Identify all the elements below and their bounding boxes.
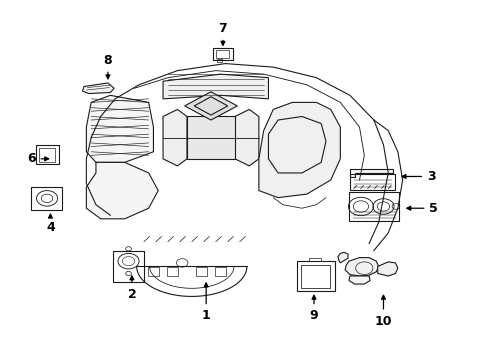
Bar [166,267,178,276]
Text: 3: 3 [401,170,435,183]
Bar [213,48,232,60]
Polygon shape [86,162,158,219]
Text: 2: 2 [127,276,136,301]
Text: 10: 10 [374,295,391,328]
Bar [31,187,62,210]
Bar [214,267,226,276]
Polygon shape [186,117,234,159]
Bar [348,192,399,221]
Text: 4: 4 [46,214,55,234]
Polygon shape [82,83,114,94]
Bar [297,261,334,291]
Bar [36,145,59,164]
Text: 6: 6 [27,152,48,165]
Bar [349,174,395,189]
Polygon shape [337,252,347,263]
Polygon shape [163,74,268,99]
Text: 1: 1 [202,283,210,322]
Polygon shape [348,276,369,284]
Polygon shape [345,258,378,276]
Text: 5: 5 [406,202,437,215]
Bar [308,258,320,261]
Bar [216,50,228,58]
Polygon shape [377,262,397,276]
Bar [147,267,159,276]
Polygon shape [234,109,258,166]
Bar [301,265,329,288]
Polygon shape [163,109,186,166]
Text: 9: 9 [309,295,318,322]
Bar [112,251,143,282]
Text: 8: 8 [103,54,112,79]
Polygon shape [86,95,153,162]
Polygon shape [349,170,392,177]
Polygon shape [258,102,340,198]
Bar [217,59,222,62]
Text: 7: 7 [218,22,227,45]
Polygon shape [184,92,237,120]
Bar [40,148,55,162]
Bar [195,267,207,276]
